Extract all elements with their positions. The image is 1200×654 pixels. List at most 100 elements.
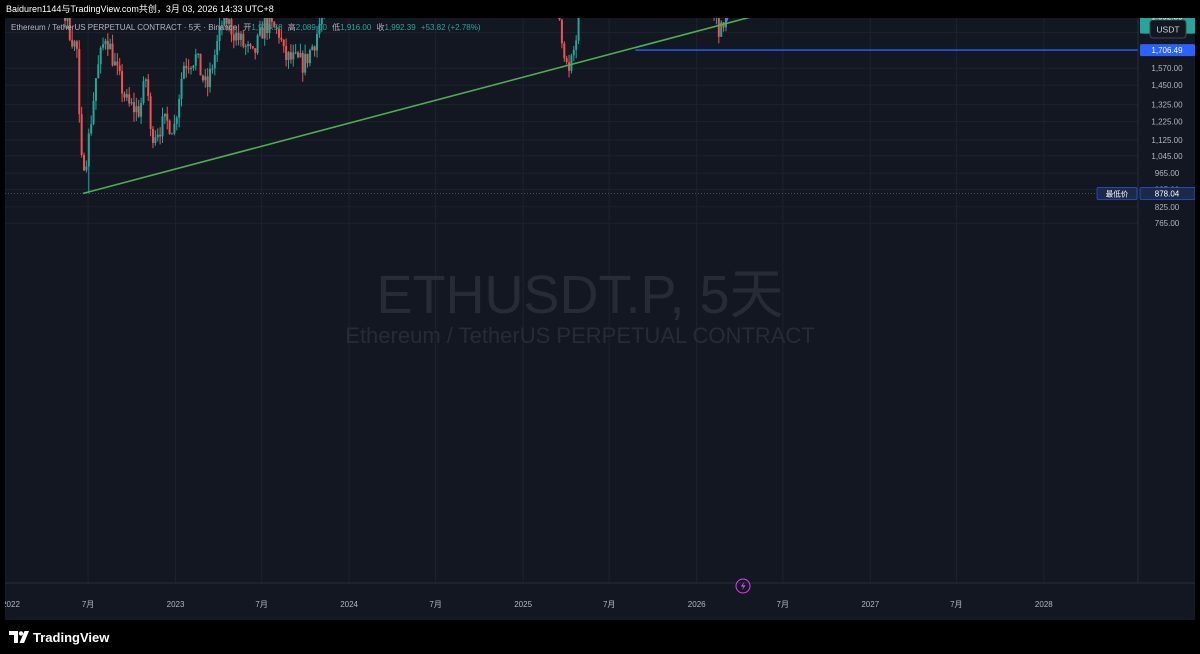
candle-body	[289, 52, 292, 60]
chart-panel[interactable]: ETHUSDT.P, 5天 Ethereum / TetherUS PERPET…	[1, 0, 1196, 620]
candle-body	[192, 65, 195, 69]
price-chart[interactable]: ETHUSDT.P, 5天 Ethereum / TetherUS PERPET…	[1, 0, 1196, 620]
time-tick-label: 7月	[950, 600, 962, 609]
candle-body	[572, 49, 575, 56]
candle-body	[263, 16, 266, 39]
candle-body	[159, 134, 162, 137]
candle-body	[228, 19, 231, 24]
level-value: 1,706.49	[1151, 46, 1183, 55]
candle-body	[247, 44, 250, 47]
candle-body	[724, 16, 727, 28]
candle-body	[154, 137, 157, 143]
legend-high: 2,089.00	[296, 23, 328, 32]
price-tick-label: 825.00	[1155, 203, 1180, 212]
candle-body	[320, 13, 323, 25]
candle-body	[575, 40, 578, 50]
tradingview-logo[interactable]: TradingView	[9, 628, 109, 646]
candle-body	[80, 114, 83, 155]
svg-text:Ethereum / TetherUS PERPETUAL: Ethereum / TetherUS PERPETUAL CONTRACT ·…	[11, 22, 481, 32]
candle-body	[190, 68, 193, 70]
candle-body	[94, 78, 97, 101]
watermark: ETHUSDT.P, 5天 Ethereum / TetherUS PERPET…	[345, 265, 814, 348]
currency-button[interactable]: USDT	[1149, 19, 1187, 39]
candle-body	[83, 154, 86, 171]
legend-low-label: 低	[332, 22, 340, 32]
legend-low: 1,916.00	[340, 23, 372, 32]
candle-body	[137, 106, 140, 117]
time-tick-label: 2027	[861, 600, 879, 609]
candle-body	[209, 68, 212, 87]
price-tick-label: 1,570.00	[1151, 64, 1183, 73]
candle-body	[168, 120, 171, 134]
candle-body	[106, 40, 109, 50]
candle-body	[121, 71, 124, 94]
candle-body	[132, 102, 135, 113]
time-tick-label: 2026	[688, 600, 706, 609]
candle-body	[149, 96, 152, 129]
candle-body	[130, 102, 133, 104]
window-caption: Baiduren1144与TradingView.com共创，3月 03, 20…	[0, 0, 1200, 18]
time-tick-label: 7月	[429, 600, 441, 609]
events-flash-icon[interactable]	[735, 578, 751, 594]
low-tag	[1096, 187, 1138, 200]
candle-body	[113, 61, 116, 66]
legend-close: 1,992.39	[385, 23, 417, 32]
candle-body	[125, 94, 128, 98]
price-tick-label: 965.00	[1155, 169, 1180, 178]
brand-name: TradingView	[33, 629, 110, 645]
last-price-value: 1,992.39	[1151, 18, 1183, 22]
candle-body	[173, 123, 176, 134]
candle-body	[720, 22, 723, 37]
price-tick-label: 1,045.00	[1151, 152, 1183, 161]
candle-body	[560, 19, 563, 44]
candle-body	[218, 26, 221, 42]
level-badge	[1140, 44, 1195, 57]
price-tick-label: 1,225.00	[1151, 118, 1183, 127]
candle-body	[64, 0, 67, 21]
candle-body	[230, 19, 233, 35]
candle-body	[199, 53, 202, 76]
candle-body	[87, 133, 90, 167]
candle-body	[258, 27, 261, 36]
candle-body	[178, 98, 181, 118]
candle-body	[297, 52, 300, 58]
legend-symbol: Ethereum / TetherUS PERPETUAL CONTRACT ·…	[11, 23, 238, 32]
candle-body	[66, 15, 69, 21]
candle-body	[201, 75, 204, 81]
candle-body	[299, 53, 302, 58]
footer: TradingView	[0, 620, 1200, 654]
candle-body	[306, 53, 309, 64]
candle-body	[140, 103, 143, 117]
time-tick-label: 2028	[1035, 600, 1053, 609]
candle-body	[116, 61, 119, 66]
legend-open-label: 开	[243, 23, 251, 32]
candle-body	[194, 54, 197, 66]
price-label-level: 1,706.49	[1140, 44, 1195, 57]
candle-body	[266, 16, 269, 34]
candle-body	[311, 46, 314, 50]
candle-body	[280, 37, 283, 40]
legend-close-label: 收	[377, 22, 385, 32]
candle-body	[182, 65, 185, 79]
candle-body	[73, 41, 76, 47]
candle-body	[313, 46, 316, 51]
candle-body	[156, 134, 159, 138]
candle-body	[185, 65, 188, 69]
candle-body	[570, 55, 573, 71]
candle-body	[171, 133, 174, 135]
candle-body	[292, 52, 295, 60]
time-tick-label: 2025	[514, 600, 532, 609]
price-tick-label: 1,125.00	[1151, 136, 1183, 145]
candle-body	[109, 43, 112, 50]
price-label-low: 最低价 878.04	[1096, 187, 1196, 200]
time-tick-label: 2022	[5, 600, 20, 609]
candle-body	[251, 46, 254, 49]
candle-body	[304, 53, 307, 73]
candle-body	[318, 24, 321, 34]
candle-body	[242, 33, 245, 47]
time-axis: 2022 7月 2023 7月 2024 7月 2025 7月 2026 7月 2027 7月 2028	[2, 600, 1053, 609]
candle-body	[237, 32, 240, 40]
low-value: 878.04	[1155, 189, 1180, 198]
candle-body	[270, 16, 273, 22]
candle-body	[68, 15, 71, 40]
